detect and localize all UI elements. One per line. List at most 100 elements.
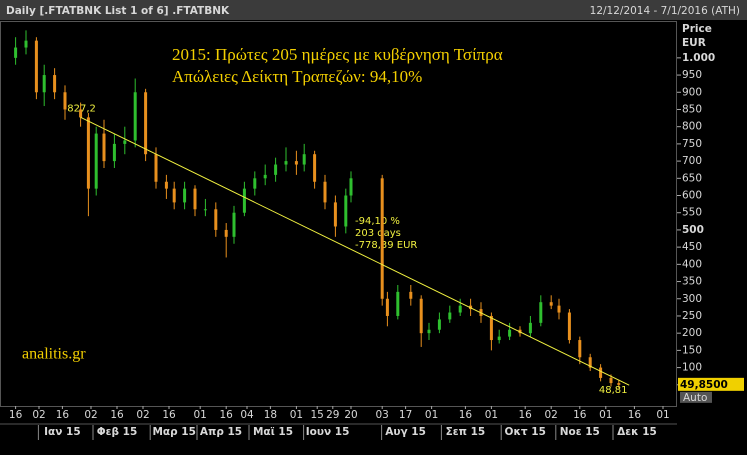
- candle-body: [609, 377, 613, 384]
- month-label: Ιαν 15: [44, 426, 81, 438]
- x-tick-label: 04: [240, 409, 254, 421]
- x-tick-label: 16: [573, 409, 587, 421]
- candle-body: [144, 92, 148, 155]
- x-tick-label: 16: [459, 409, 473, 421]
- candle-body: [102, 133, 106, 162]
- y-tick-label: 600: [682, 190, 702, 202]
- y-tick-label: 150: [682, 344, 702, 356]
- candle-body: [578, 340, 582, 358]
- candle-body: [396, 291, 400, 316]
- candle-body: [14, 47, 18, 58]
- candle-body: [508, 329, 512, 337]
- scale-mode[interactable]: Auto: [683, 392, 707, 404]
- candle-body: [183, 188, 187, 203]
- x-tick-label: 16: [9, 409, 23, 421]
- watermark: analitis.gr: [22, 346, 86, 363]
- month-label: Απρ 15: [200, 426, 242, 438]
- candle-body: [528, 322, 532, 334]
- month-label: Σεπ 15: [446, 426, 486, 438]
- candle-body: [274, 164, 278, 175]
- y-tick-label: 250: [682, 310, 702, 322]
- candle-body: [419, 298, 423, 334]
- candle-body: [294, 161, 298, 165]
- candle-body: [94, 133, 98, 189]
- y-tick-label: 100: [682, 362, 702, 374]
- candle-body: [448, 312, 452, 320]
- chart-title: 2015: Πρώτες 205 ημέρες με κυβέρνηση Τσί…: [172, 45, 503, 64]
- candle-body: [313, 154, 317, 182]
- annotation: 203 days: [355, 228, 401, 239]
- x-tick-label: 01: [656, 409, 669, 421]
- candle-body: [154, 154, 158, 182]
- candle-body: [203, 209, 207, 211]
- y-tick-label: 550: [682, 207, 702, 219]
- month-label: Μαϊ 15: [253, 426, 293, 438]
- candle-body: [34, 40, 38, 93]
- candle-body: [344, 195, 348, 227]
- candle-body: [567, 312, 571, 341]
- candle-body: [333, 202, 337, 227]
- candle-body: [214, 209, 218, 230]
- x-tick-label: 18: [264, 409, 277, 421]
- y-axis-title: Price: [682, 23, 712, 35]
- x-tick-label: 02: [84, 409, 97, 421]
- x-tick-label: 16: [110, 409, 124, 421]
- month-label: Φεβ 15: [97, 426, 138, 438]
- candle-body: [164, 181, 168, 189]
- candle-body: [437, 319, 441, 330]
- candle-body: [549, 302, 553, 306]
- y-tick-label: 1.000: [682, 52, 715, 64]
- y-axis-unit: EUR: [682, 37, 706, 49]
- candle-body: [133, 92, 137, 141]
- y-tick-label: 500: [682, 224, 704, 236]
- header-bar: [0, 0, 747, 20]
- x-tick-label: 01: [599, 409, 612, 421]
- candle-body: [409, 291, 413, 299]
- x-tick-label: 16: [162, 409, 176, 421]
- candle-body: [79, 109, 83, 118]
- candle-body: [193, 188, 197, 210]
- y-tick-label: 650: [682, 172, 702, 184]
- candle-body: [86, 117, 90, 189]
- candle-body: [489, 315, 493, 341]
- candle-body: [263, 174, 267, 179]
- candle-body: [24, 40, 28, 48]
- x-tick-label: 16: [220, 409, 234, 421]
- y-tick-label: 350: [682, 276, 702, 288]
- candle-body: [539, 302, 543, 323]
- month-label: Νοε 15: [560, 426, 600, 438]
- x-tick-label: 01: [194, 409, 207, 421]
- candle-body: [232, 212, 236, 237]
- month-label: Μαρ 15: [152, 426, 195, 438]
- last-price-tag: [678, 377, 744, 391]
- month-label: Αυγ 15: [385, 426, 426, 438]
- candle-body: [349, 178, 353, 196]
- month-label: Ιουν 15: [306, 426, 350, 438]
- candle-body: [172, 188, 176, 203]
- trendline: [80, 116, 630, 386]
- candle-body: [588, 357, 592, 368]
- candle-body: [284, 161, 288, 165]
- candle-body: [458, 305, 462, 313]
- candle-body: [224, 229, 228, 237]
- candle-body: [253, 178, 257, 189]
- x-tick-label: 15: [311, 409, 324, 421]
- y-tick-label: 200: [682, 327, 702, 339]
- x-tick-label: 01: [290, 409, 303, 421]
- header-title: Daily [.FTATBNK List 1 of 6] .FTATBNK: [6, 5, 230, 17]
- candle-body: [599, 367, 603, 378]
- annotation: -94,10 %: [355, 216, 400, 227]
- x-tick-label: 16: [519, 409, 533, 421]
- x-tick-label: 03: [376, 409, 389, 421]
- x-tick-label: 16: [56, 409, 70, 421]
- plot-frame: [0, 21, 677, 407]
- x-tick-label: 01: [485, 409, 498, 421]
- candle-body: [617, 383, 621, 385]
- y-tick-label: 900: [682, 86, 702, 98]
- candle-body: [385, 298, 389, 316]
- candle-body: [557, 305, 561, 313]
- candle-body: [53, 75, 57, 93]
- candle-body: [63, 92, 67, 110]
